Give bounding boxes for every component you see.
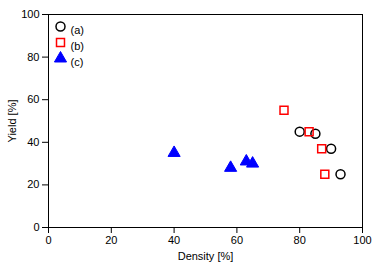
- svg-text:0: 0: [45, 234, 51, 246]
- svg-text:Yield [%]: Yield [%]: [6, 99, 18, 142]
- svg-text:80: 80: [294, 234, 306, 246]
- svg-text:80: 80: [27, 51, 39, 63]
- svg-text:60: 60: [231, 234, 243, 246]
- svg-text:20: 20: [27, 178, 39, 190]
- svg-text:0: 0: [33, 221, 39, 233]
- svg-text:(a): (a): [71, 24, 84, 36]
- svg-text:60: 60: [27, 93, 39, 105]
- svg-text:100: 100: [21, 8, 39, 20]
- svg-text:(c): (c): [71, 56, 84, 68]
- svg-text:100: 100: [353, 234, 371, 246]
- svg-text:40: 40: [168, 234, 180, 246]
- svg-text:40: 40: [27, 136, 39, 148]
- svg-text:20: 20: [105, 234, 117, 246]
- svg-text:(b): (b): [71, 40, 84, 52]
- svg-text:Density [%]: Density [%]: [178, 250, 234, 262]
